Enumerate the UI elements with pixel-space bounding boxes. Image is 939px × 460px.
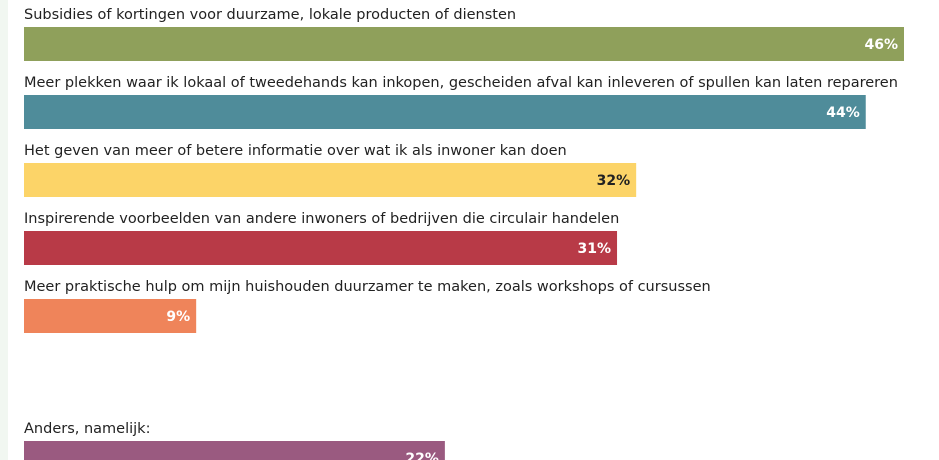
- side-strip: [0, 0, 8, 460]
- category-label: Meer plekken waar ik lokaal of tweedehan…: [24, 75, 898, 91]
- value-label: 44%: [826, 105, 860, 121]
- category-label: Anders, namelijk:: [24, 421, 150, 437]
- value-label: 46%: [864, 37, 898, 53]
- category-label: Subsidies of kortingen voor duurzame, lo…: [24, 7, 516, 23]
- value-label: 31%: [578, 241, 612, 257]
- category-label: Inspirerende voorbeelden van andere inwo…: [24, 211, 619, 227]
- bar: [24, 299, 197, 333]
- bar: [24, 27, 904, 61]
- category-label: Het geven van meer of betere informatie …: [24, 143, 567, 159]
- value-label: 32%: [597, 173, 631, 189]
- bar: [24, 231, 618, 265]
- value-label: 9%: [166, 309, 190, 325]
- bar: [24, 95, 866, 129]
- bar: [24, 163, 637, 197]
- category-label: Meer praktische hulp om mijn huishouden …: [24, 279, 711, 295]
- value-label: 22%: [405, 451, 439, 460]
- bar: [24, 441, 445, 460]
